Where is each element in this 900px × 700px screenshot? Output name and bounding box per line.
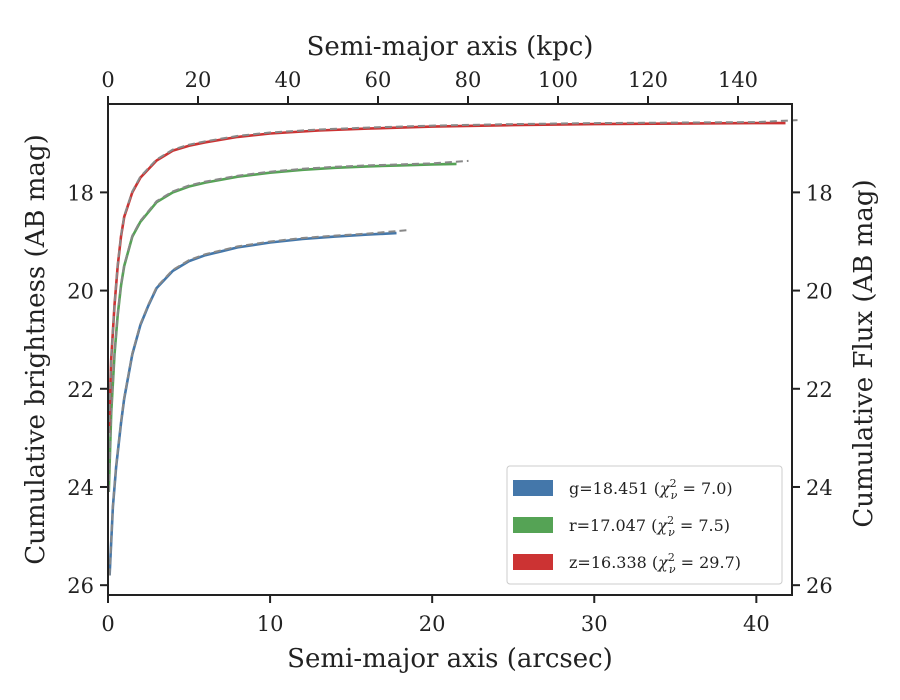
legend-swatch bbox=[513, 480, 553, 496]
legend-chi-close: ) bbox=[735, 553, 741, 572]
legend-chi-eq: = bbox=[676, 553, 700, 572]
y-right-tick-label: 18 bbox=[806, 181, 833, 205]
y-axis-right-label: Cumulative Flux (AB mag) bbox=[849, 179, 879, 527]
model-line-r bbox=[107, 159, 469, 492]
series-line-g bbox=[108, 231, 397, 576]
x-top-tick-label: 40 bbox=[275, 68, 302, 92]
plot-frame bbox=[107, 103, 793, 596]
x-tick-label: 20 bbox=[419, 612, 446, 636]
legend-swatch bbox=[513, 517, 553, 533]
legend-chi-sup: 2 bbox=[670, 477, 677, 490]
y-right-tick-label: 26 bbox=[806, 574, 833, 598]
series-line-z bbox=[107, 121, 786, 434]
x-tick-label: 40 bbox=[743, 612, 770, 636]
legend-chi-value: 7.0 bbox=[701, 479, 726, 498]
legend-chi-open: ( bbox=[647, 553, 658, 572]
x-axis-label: Semi-major axis (arcsec) bbox=[287, 644, 613, 674]
x-tick-label: 30 bbox=[581, 612, 608, 636]
series-layer bbox=[107, 119, 798, 576]
x-top-tick-label: 120 bbox=[628, 68, 668, 92]
y-tick-label: 26 bbox=[67, 574, 94, 598]
legend-series-name: g=18.451 bbox=[569, 479, 649, 498]
y-right-tick-label: 22 bbox=[806, 378, 833, 402]
legend-chi-eq: = bbox=[677, 479, 701, 498]
x-top-tick-label: 100 bbox=[538, 68, 578, 92]
legend-series-name: z=16.338 bbox=[569, 553, 647, 572]
y-tick-label: 18 bbox=[67, 181, 94, 205]
legend: g=18.451 (χ2 ν = 7.0)r=17.047 (χ2 ν = 7.5)… bbox=[506, 465, 783, 585]
legend-chi-symbol: χ bbox=[659, 479, 671, 498]
legend-chi-sub: ν bbox=[668, 526, 675, 539]
legend-entry: g=18.451 (χ2 ν = 7.0) bbox=[569, 477, 733, 502]
x-tick-label: 10 bbox=[257, 612, 284, 636]
legend-chi-symbol: χ bbox=[657, 553, 669, 572]
model-line-z bbox=[107, 119, 798, 434]
y-tick-label: 24 bbox=[67, 476, 94, 500]
legend-chi-sub: ν bbox=[669, 563, 676, 576]
legend-chi-symbol: χ bbox=[656, 516, 668, 535]
legend-swatch bbox=[513, 554, 553, 570]
legend-chi-sup: 2 bbox=[668, 551, 675, 564]
x-tick-label: 0 bbox=[101, 612, 114, 636]
legend-chi-eq: = bbox=[675, 516, 699, 535]
y-right-tick-label: 20 bbox=[806, 280, 833, 304]
x-top-tick-label: 60 bbox=[365, 68, 392, 92]
legend-chi-sub: ν bbox=[671, 489, 678, 502]
legend-chi-open: ( bbox=[649, 479, 660, 498]
legend-chi-open: ( bbox=[646, 516, 657, 535]
y-tick-label: 22 bbox=[67, 378, 94, 402]
legend-chi-value: 29.7 bbox=[699, 553, 735, 572]
y-tick-label: 20 bbox=[67, 280, 94, 304]
x-top-tick-label: 0 bbox=[101, 68, 114, 92]
legend-chi-sup: 2 bbox=[667, 514, 674, 527]
y-axis-label: Cumulative brightness (AB mag) bbox=[21, 134, 51, 565]
x-axis-top-label: Semi-major axis (kpc) bbox=[307, 32, 594, 62]
legend-chi-close: ) bbox=[726, 479, 732, 498]
series-line-r bbox=[107, 162, 457, 492]
legend-entry: z=16.338 (χ2 ν = 29.7) bbox=[569, 551, 741, 576]
x-top-tick-label: 20 bbox=[185, 68, 212, 92]
legend-entry: r=17.047 (χ2 ν = 7.5) bbox=[569, 514, 730, 539]
legend-box bbox=[506, 465, 783, 585]
legend-chi-close: ) bbox=[724, 516, 730, 535]
x-top-tick-label: 80 bbox=[455, 68, 482, 92]
model-line-g bbox=[108, 229, 409, 576]
y-right-tick-label: 24 bbox=[806, 476, 833, 500]
x-top-tick-label: 140 bbox=[718, 68, 758, 92]
legend-chi-value: 7.5 bbox=[698, 516, 723, 535]
legend-series-name: r=17.047 bbox=[569, 516, 646, 535]
